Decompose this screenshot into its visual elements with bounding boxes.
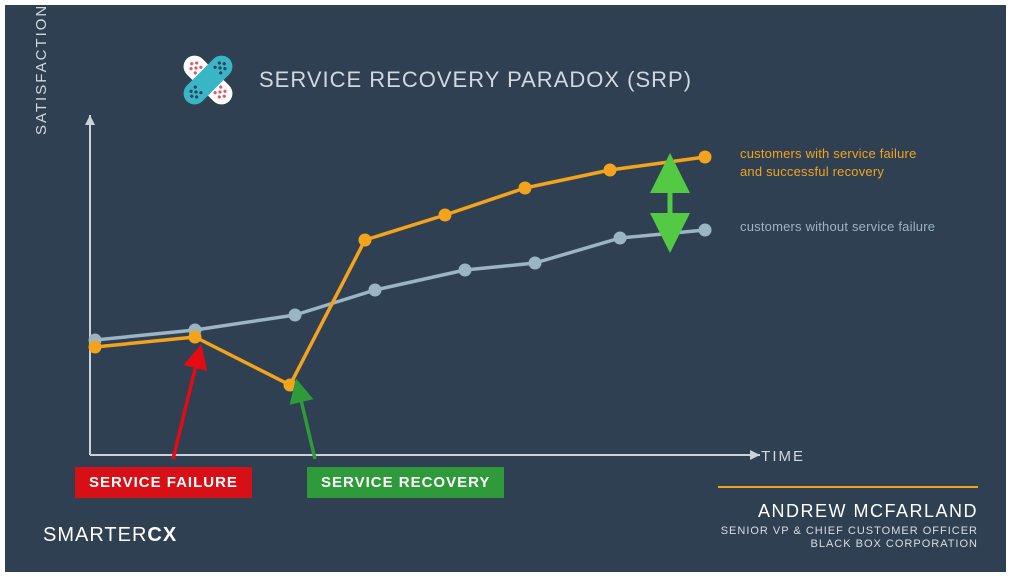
chart-slide: SERVICE RECOVERY PARADOX (SRP) SATISFACT…: [0, 0, 1011, 577]
chart-title: SERVICE RECOVERY PARADOX (SRP): [259, 67, 692, 93]
bandage-icon: [175, 47, 241, 113]
service-failure-callout: SERVICE FAILURE: [75, 467, 252, 498]
attribution-name: ANDREW MCFARLAND: [721, 501, 978, 522]
service-recovery-callout: SERVICE RECOVERY: [307, 467, 504, 498]
series-label-baseline: customers without service failure: [740, 218, 935, 236]
logo-bold: CX: [147, 524, 177, 546]
line-chart: [65, 115, 765, 455]
attribution-org: BLACK BOX CORPORATION: [721, 538, 978, 550]
brand-logo: SMARTERCX: [43, 524, 177, 547]
chart-area: SATISFACTION TIME: [65, 115, 765, 455]
attribution-rule: [718, 486, 978, 488]
attribution-role: SENIOR VP & CHIEF CUSTOMER OFFICER: [721, 525, 978, 537]
attribution-block: ANDREW MCFARLAND SENIOR VP & CHIEF CUSTO…: [721, 501, 978, 550]
y-axis-label: SATISFACTION: [33, 4, 50, 135]
logo-light: SMARTER: [43, 524, 147, 546]
title-block: SERVICE RECOVERY PARADOX (SRP): [175, 47, 692, 113]
series-label-recovery: customers with service failure and succe…: [740, 145, 940, 181]
x-axis-label: TIME: [761, 448, 805, 465]
